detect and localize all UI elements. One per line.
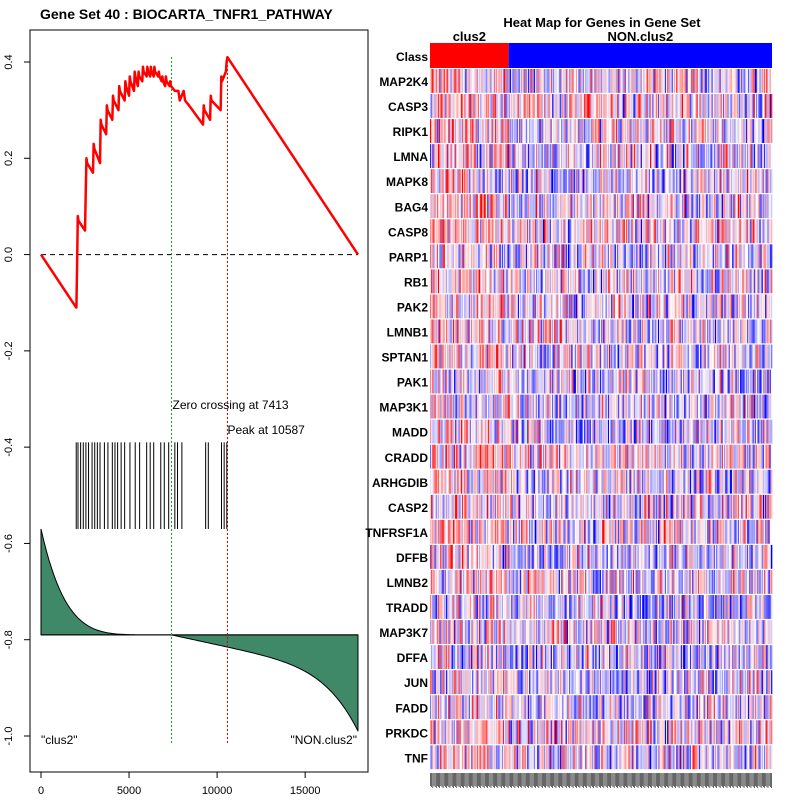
ranked-metric-area <box>41 529 358 731</box>
x-tick-label: 15000 <box>290 785 321 797</box>
heatmap-cells <box>430 69 772 769</box>
heat-cell <box>771 69 772 93</box>
heat-cell <box>771 395 772 419</box>
heat-cell <box>771 194 772 218</box>
heat-cell <box>771 94 772 118</box>
heat-cell <box>771 294 772 318</box>
heatmap-plot: Heat Map for Genes in Gene Set clus2 NON… <box>365 15 772 788</box>
y-tick-label: 0.4 <box>3 54 15 69</box>
class-bar-segment <box>509 43 772 68</box>
heat-cell <box>771 445 772 469</box>
enrichment-title: Gene Set 40 : BIOCARTA_TNFR1_PATHWAY <box>40 6 333 22</box>
y-axis: 0.4 0.2 0.0 -0.2 -0.4 -0.6 -0.8 -1.0 <box>3 54 30 745</box>
class-row-label: Class <box>396 50 428 64</box>
heat-cell <box>771 345 772 369</box>
zero-crossing-label: Zero crossing at 7413 <box>173 398 289 412</box>
heat-cell <box>771 169 772 193</box>
y-tick-label: -0.8 <box>3 630 15 649</box>
x-tick-label: 0 <box>38 785 44 797</box>
x-axis: 0 5000 10000 15000 <box>38 772 321 797</box>
group-label-nonclus2: NON.clus2 <box>607 29 673 44</box>
x-tick-label: 5000 <box>117 785 141 797</box>
heatmap-title: Heat Map for Genes in Gene Set <box>503 15 701 30</box>
nonclus2-annotation: "NON.clus2" <box>290 733 357 747</box>
enrichment-score-line <box>41 57 358 307</box>
y-tick-label: -0.4 <box>3 438 15 457</box>
y-tick-label: -0.2 <box>3 341 15 360</box>
x-tick-label: 10000 <box>202 785 233 797</box>
ranked-metric-fill <box>41 529 358 731</box>
enrichment-plot: Gene Set 40 : BIOCARTA_TNFR1_PATHWAY 0.4… <box>3 6 368 797</box>
clus2-annotation: "clus2" <box>41 733 78 747</box>
heat-cell <box>771 119 772 143</box>
heat-cell <box>771 370 772 394</box>
heat-cell <box>771 420 772 444</box>
class-bar-segment <box>430 43 509 68</box>
heat-cell <box>771 219 772 243</box>
hit-marks <box>76 442 227 529</box>
y-tick-label: -1.0 <box>3 727 15 746</box>
y-tick-label: -0.6 <box>3 534 15 553</box>
class-bar <box>430 43 772 68</box>
heat-cell <box>771 320 772 344</box>
y-tick-label: 0.0 <box>3 247 15 262</box>
heat-cell <box>771 144 772 168</box>
group-label-clus2: clus2 <box>453 29 486 44</box>
y-tick-label: 0.2 <box>3 151 15 166</box>
heat-cell <box>771 269 772 293</box>
peak-label: Peak at 10587 <box>227 423 305 437</box>
heat-cell <box>771 244 772 268</box>
